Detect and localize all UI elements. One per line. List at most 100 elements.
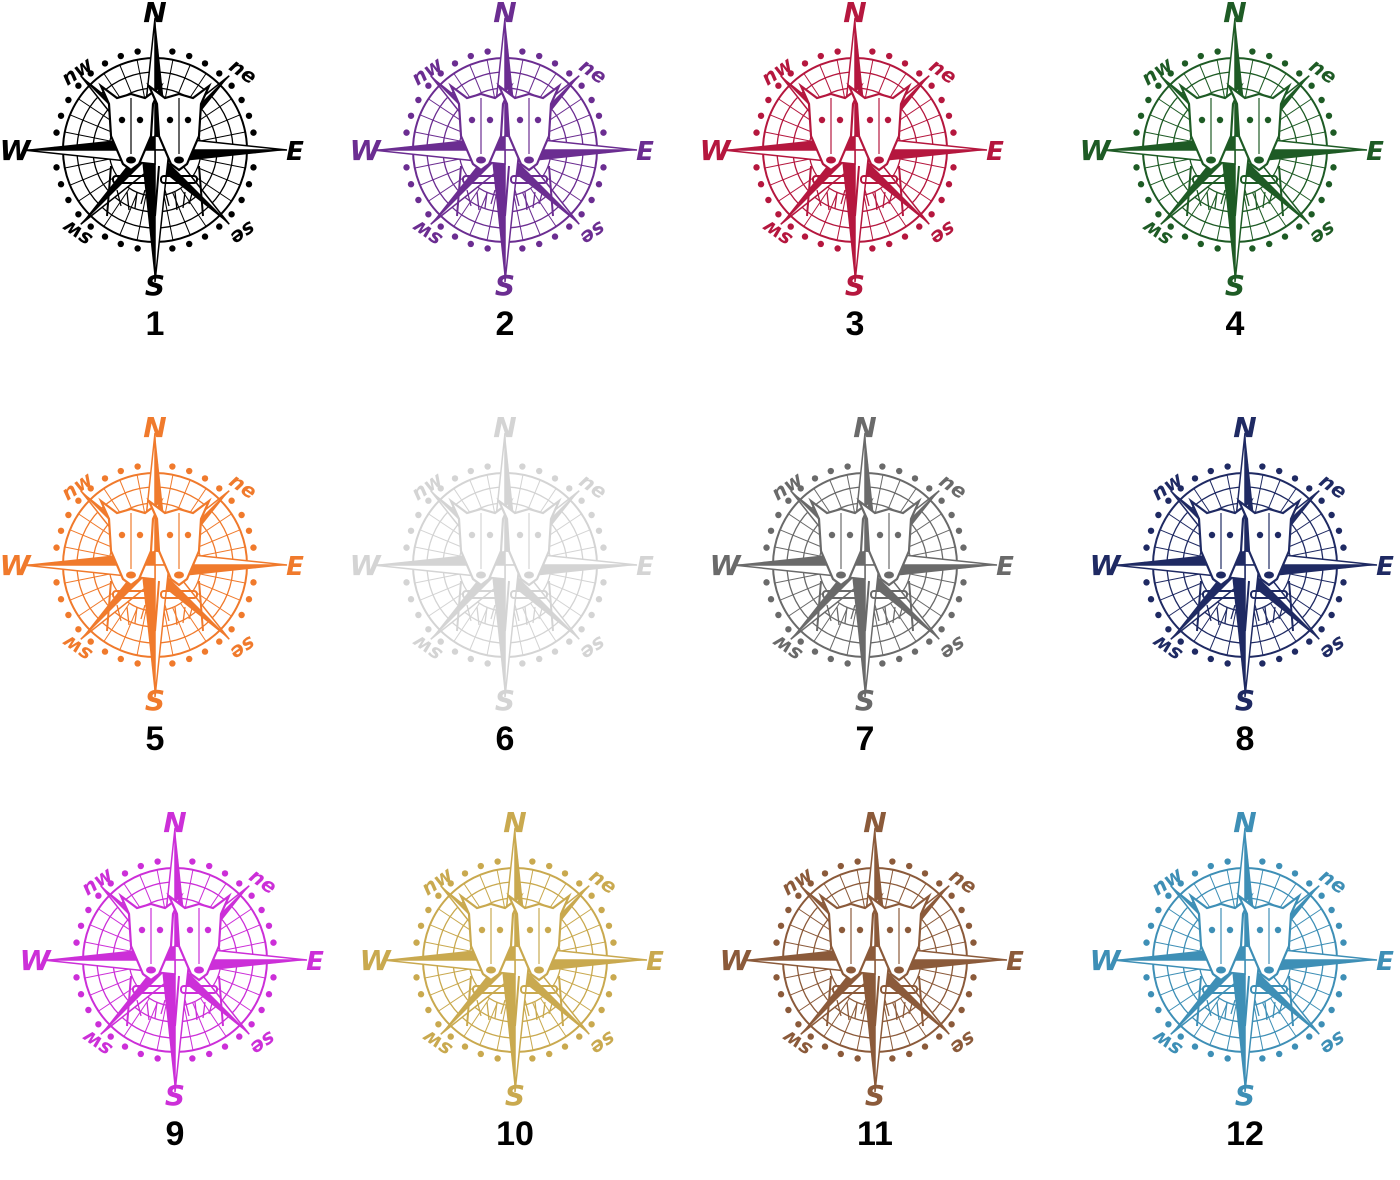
direction-label-n: N <box>1223 0 1246 29</box>
ring-dot <box>821 1043 829 1050</box>
ring-dot <box>578 211 585 218</box>
ring-dot <box>797 638 804 645</box>
direction-label-sw: sw <box>757 215 796 252</box>
ring-dot <box>87 485 94 492</box>
ring-spoke <box>220 941 266 952</box>
direction-label-se: se <box>246 1026 281 1060</box>
ring-dot <box>1330 164 1337 171</box>
ring-dot <box>1155 906 1162 914</box>
ring-spoke <box>550 573 596 584</box>
ring-dot <box>407 527 415 534</box>
ring-dot <box>906 862 913 870</box>
ring-dot <box>1165 1021 1172 1028</box>
ring-spoke <box>1183 187 1210 227</box>
ring-dot <box>1318 196 1325 204</box>
ring-dot <box>206 862 213 870</box>
ring-dot <box>916 70 923 77</box>
variant-number: 4 <box>1225 305 1245 343</box>
ring-spoke <box>523 1005 534 1051</box>
ring-dot <box>1191 1043 1199 1050</box>
ring-dot <box>1259 660 1266 667</box>
ring-dot <box>1306 880 1313 887</box>
ring-dot <box>1145 96 1152 104</box>
ring-dot <box>1259 858 1266 865</box>
ring-dot <box>437 70 444 77</box>
ring-spoke <box>419 529 463 548</box>
ring-spoke <box>1149 167 1193 186</box>
ring-dot <box>403 164 410 171</box>
ring-dot <box>921 1043 929 1050</box>
ring-dot <box>1291 870 1299 877</box>
cardinal-point-half-b <box>154 149 170 283</box>
ring-dot <box>948 892 955 899</box>
ring-dot <box>101 475 109 482</box>
ring-spoke <box>764 131 810 142</box>
dog-heads-illustration <box>1178 82 1292 217</box>
cardinal-point-half-b <box>854 149 870 283</box>
ring-dot <box>477 1050 484 1058</box>
ring-dot <box>1214 245 1221 252</box>
ring-dot <box>950 129 957 136</box>
ring-spoke <box>1277 114 1321 133</box>
ring-dot <box>965 991 973 998</box>
cardinal-point-half-a <box>141 150 155 282</box>
ring-spoke <box>547 582 591 601</box>
ring-dot <box>576 880 583 887</box>
direction-label-se: se <box>1306 216 1341 250</box>
ring-spoke <box>789 977 833 996</box>
direction-label-n: N <box>163 806 186 839</box>
ring-dot <box>834 48 841 55</box>
ring-dot <box>245 596 253 603</box>
ring-spoke <box>1209 1002 1228 1046</box>
direction-label-sw: sw <box>767 630 806 667</box>
ring-spoke <box>1287 529 1331 548</box>
ring-dot <box>1214 48 1221 55</box>
ring-dot <box>1155 611 1162 619</box>
ring-spoke <box>907 582 951 601</box>
ring-dot <box>1207 862 1214 870</box>
ring-spoke <box>64 573 110 584</box>
ring-spoke <box>897 167 941 186</box>
ring-dot <box>415 96 422 104</box>
ring-dot <box>1249 245 1256 252</box>
ring-dot <box>228 626 235 633</box>
ring-dot <box>588 511 595 519</box>
direction-label-s: S <box>845 269 865 302</box>
ring-dot <box>238 196 245 204</box>
variant-number: 5 <box>145 720 165 758</box>
ring-dot <box>844 660 851 667</box>
ring-dot <box>1197 240 1204 248</box>
ring-spoke <box>813 602 840 642</box>
direction-label-sw: sw <box>777 1025 816 1062</box>
ring-dot <box>595 527 603 534</box>
ring-dot <box>1224 1055 1231 1062</box>
ring-dot <box>938 497 945 504</box>
ring-dot <box>945 112 953 119</box>
ring-dot <box>1328 906 1335 914</box>
ring-dot <box>536 467 543 475</box>
ring-dot <box>588 196 595 204</box>
ring-dot <box>154 1055 161 1062</box>
dog-head-left <box>818 892 884 1027</box>
ring-spoke <box>839 1002 858 1046</box>
ring-dot <box>169 463 176 470</box>
ring-dot <box>854 858 861 865</box>
ring-dot <box>1145 196 1152 204</box>
ring-dot <box>765 196 772 204</box>
ring-dot <box>245 527 253 534</box>
ring-dot <box>1147 922 1155 929</box>
variant-number: 11 <box>857 1115 893 1153</box>
ring-dot <box>519 245 526 252</box>
dog-head-right <box>496 497 562 632</box>
ring-dot <box>561 870 569 877</box>
ring-dot <box>595 596 603 603</box>
ring-dot <box>494 1055 501 1062</box>
ring-dot <box>1249 48 1256 55</box>
ring-dot <box>77 922 85 929</box>
ring-dot <box>415 511 422 519</box>
ring-spoke <box>764 158 810 169</box>
ring-dot <box>595 181 603 188</box>
